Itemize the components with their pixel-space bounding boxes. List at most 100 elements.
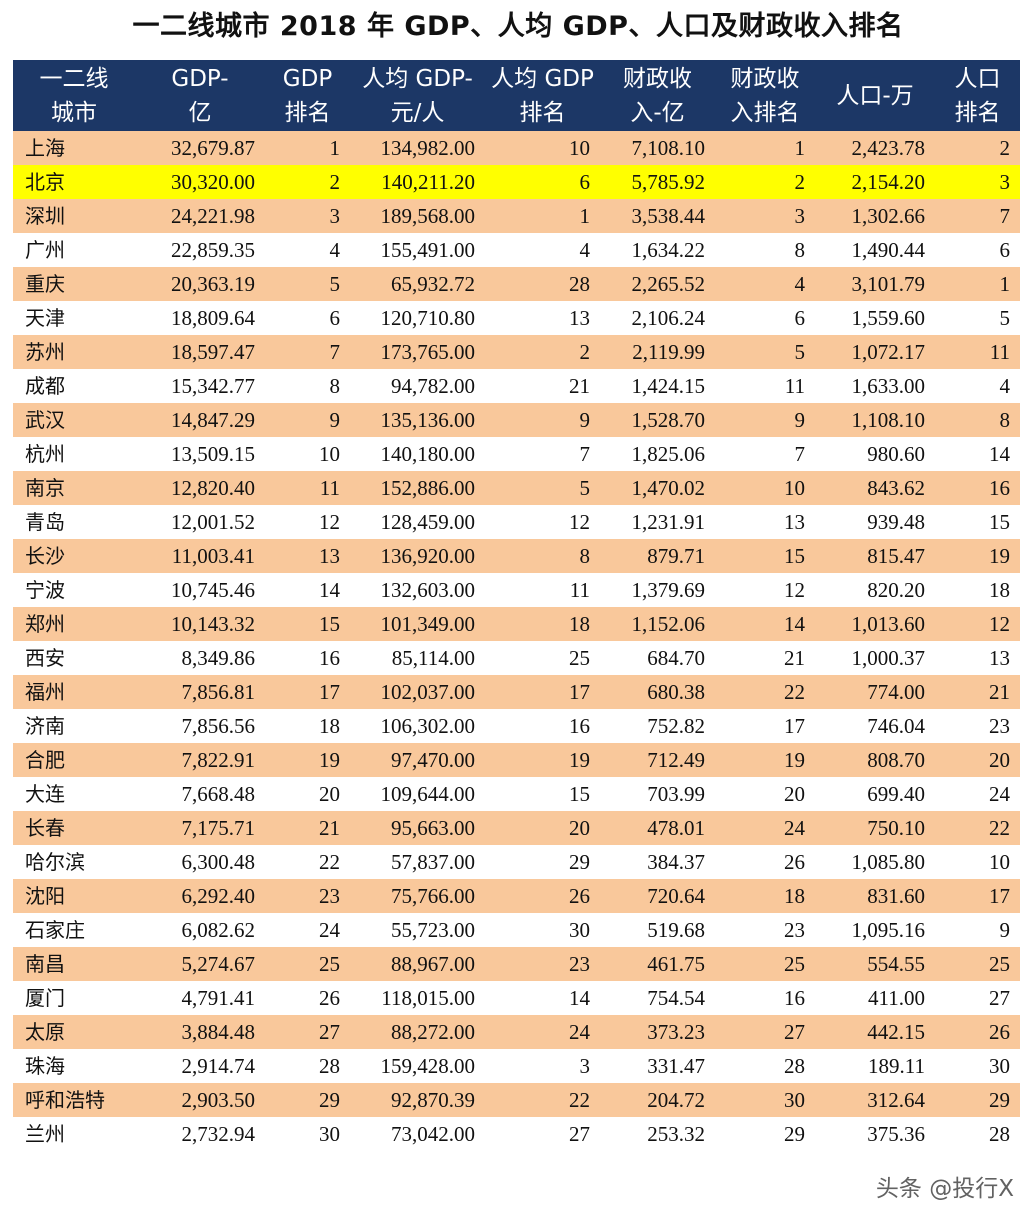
table-row: 沈阳 6,292.40 23 75,766.00 26 720.64 18 831.60 17: [13, 879, 1020, 913]
value-cell: 2,914.74: [181, 1054, 256, 1078]
value-cell: 1,633.00: [851, 374, 926, 398]
value-cell: 85,114.00: [391, 646, 475, 670]
value-cell: 15: [569, 782, 590, 806]
value-cell: 189,568.00: [350, 199, 485, 233]
value-cell: 12,820.40: [135, 471, 265, 505]
value-cell: 373.23: [600, 1015, 715, 1049]
table-row: 广州 22,859.35 4 155,491.00 4 1,634.22 8 1,490.44…: [13, 233, 1020, 267]
city-cell: 珠海: [25, 1054, 65, 1078]
city-cell: 西安: [25, 646, 65, 670]
value-cell: 204.72: [600, 1083, 715, 1117]
value-cell: 703.99: [647, 782, 705, 806]
value-cell: 120,710.80: [380, 306, 476, 330]
city-cell: 宁波: [25, 578, 65, 602]
value-cell: 25: [715, 947, 815, 981]
value-cell: 5: [485, 471, 600, 505]
value-cell: 5,785.92: [600, 165, 715, 199]
city-cell: 大连: [25, 782, 65, 806]
city-cell: 石家庄: [25, 918, 85, 942]
page-title: 一二线城市 2018 年 GDP、人均 GDP、人口及财政收入排名: [132, 11, 904, 42]
value-cell: 1: [715, 131, 815, 165]
value-cell: 75,766.00: [350, 879, 485, 913]
value-cell: 10: [485, 131, 600, 165]
value-cell: 4: [715, 267, 815, 301]
value-cell: 750.10: [815, 811, 935, 845]
value-cell: 17: [784, 714, 805, 738]
city-cell: 武汉: [13, 403, 135, 437]
value-cell: 1,000.37: [851, 646, 926, 670]
value-cell: 7,856.81: [135, 675, 265, 709]
city-cell: 青岛: [25, 510, 65, 534]
value-cell: 25: [935, 947, 1020, 981]
value-cell: 14: [569, 986, 590, 1010]
value-cell: 12: [319, 510, 340, 534]
value-cell: 2,903.50: [135, 1083, 265, 1117]
value-cell: 20: [784, 782, 805, 806]
city-cell: 郑州: [13, 607, 135, 641]
value-cell: 109,644.00: [380, 782, 476, 806]
value-cell: 442.15: [815, 1015, 935, 1049]
value-cell: 30: [319, 1122, 340, 1146]
value-cell: 140,211.20: [350, 165, 485, 199]
value-cell: 18: [989, 578, 1010, 602]
value-cell: 3,884.48: [135, 1015, 265, 1049]
value-cell: 5: [715, 335, 815, 369]
value-cell: 20: [319, 782, 340, 806]
value-cell: 2: [265, 165, 350, 199]
table-row: 天津 18,809.64 6 120,710.80 13 2,106.24 6 1,559.6…: [13, 301, 1020, 335]
table-row: 大连 7,668.48 20 109,644.00 15 703.99 20 699.40 24: [13, 777, 1020, 811]
value-cell: 6,082.62: [181, 918, 256, 942]
value-cell: 3: [265, 199, 350, 233]
value-cell: 6: [485, 165, 600, 199]
value-cell: 680.38: [600, 675, 715, 709]
value-cell: 820.20: [867, 578, 925, 602]
value-cell: 699.40: [867, 782, 925, 806]
table-row: 宁波 10,745.46 14 132,603.00 11 1,379.69 12 820.2…: [13, 573, 1020, 607]
column-header-line: 元/人: [390, 99, 445, 126]
value-cell: 1,072.17: [815, 335, 935, 369]
value-cell: 7: [579, 442, 591, 466]
value-cell: 384.37: [647, 850, 705, 874]
value-cell: 15,342.77: [171, 374, 255, 398]
table-row: 郑州 10,143.32 15 101,349.00 18 1,152.06 14 1,013…: [13, 607, 1020, 641]
value-cell: 9: [715, 403, 815, 437]
city-cell: 重庆: [13, 267, 135, 301]
watermark: 头条 @投行X: [875, 1176, 1014, 1202]
value-cell: 14,847.29: [135, 403, 265, 437]
value-cell: 7,856.56: [181, 714, 256, 738]
value-cell: 22,859.35: [171, 238, 255, 262]
value-cell: 554.55: [815, 947, 935, 981]
value-cell: 1,424.15: [631, 374, 706, 398]
value-cell: 6,300.48: [181, 850, 256, 874]
value-cell: 1: [935, 267, 1020, 301]
table-row: 太原 3,884.48 27 88,272.00 24 373.23 27 442.15 26: [13, 1015, 1020, 1049]
value-cell: 461.75: [600, 947, 715, 981]
value-cell: 3,538.44: [600, 199, 715, 233]
value-cell: 26: [784, 850, 805, 874]
value-cell: 411.00: [868, 986, 925, 1010]
value-cell: 6: [329, 306, 341, 330]
city-cell: 苏州: [13, 335, 135, 369]
value-cell: 23: [784, 918, 805, 942]
value-cell: 1,490.44: [851, 238, 926, 262]
value-cell: 155,491.00: [380, 238, 476, 262]
value-cell: 28: [989, 1122, 1010, 1146]
value-cell: 10: [319, 442, 340, 466]
value-cell: 136,920.00: [350, 539, 485, 573]
table-row: 成都 15,342.77 8 94,782.00 21 1,424.15 11 1,633.0…: [13, 369, 1020, 403]
value-cell: 6: [794, 306, 806, 330]
city-cell: 福州: [13, 675, 135, 709]
value-cell: 939.48: [867, 510, 925, 534]
table-body: 上海 32,679.87 1 134,982.00 10 7,108.10 1 2,423.7…: [13, 131, 1020, 1151]
value-cell: 19: [485, 743, 600, 777]
value-cell: 1,013.60: [815, 607, 935, 641]
value-cell: 4: [579, 238, 591, 262]
value-cell: 5,274.67: [135, 947, 265, 981]
value-cell: 16: [569, 714, 590, 738]
value-cell: 14: [319, 578, 340, 602]
city-cell: 成都: [25, 374, 65, 398]
table-row: 重庆 20,363.19 5 65,932.72 28 2,265.52 4 3,101.79…: [13, 267, 1020, 301]
value-cell: 13: [569, 306, 590, 330]
column-header-line: 城市: [51, 99, 97, 126]
value-cell: 18: [715, 879, 815, 913]
